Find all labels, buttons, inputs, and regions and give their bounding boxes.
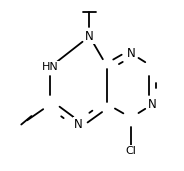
- Text: Cl: Cl: [125, 146, 137, 156]
- Text: N: N: [74, 118, 83, 131]
- Text: N: N: [127, 47, 135, 60]
- Text: N: N: [85, 30, 94, 43]
- Text: N: N: [148, 98, 157, 111]
- Text: HN: HN: [42, 62, 59, 72]
